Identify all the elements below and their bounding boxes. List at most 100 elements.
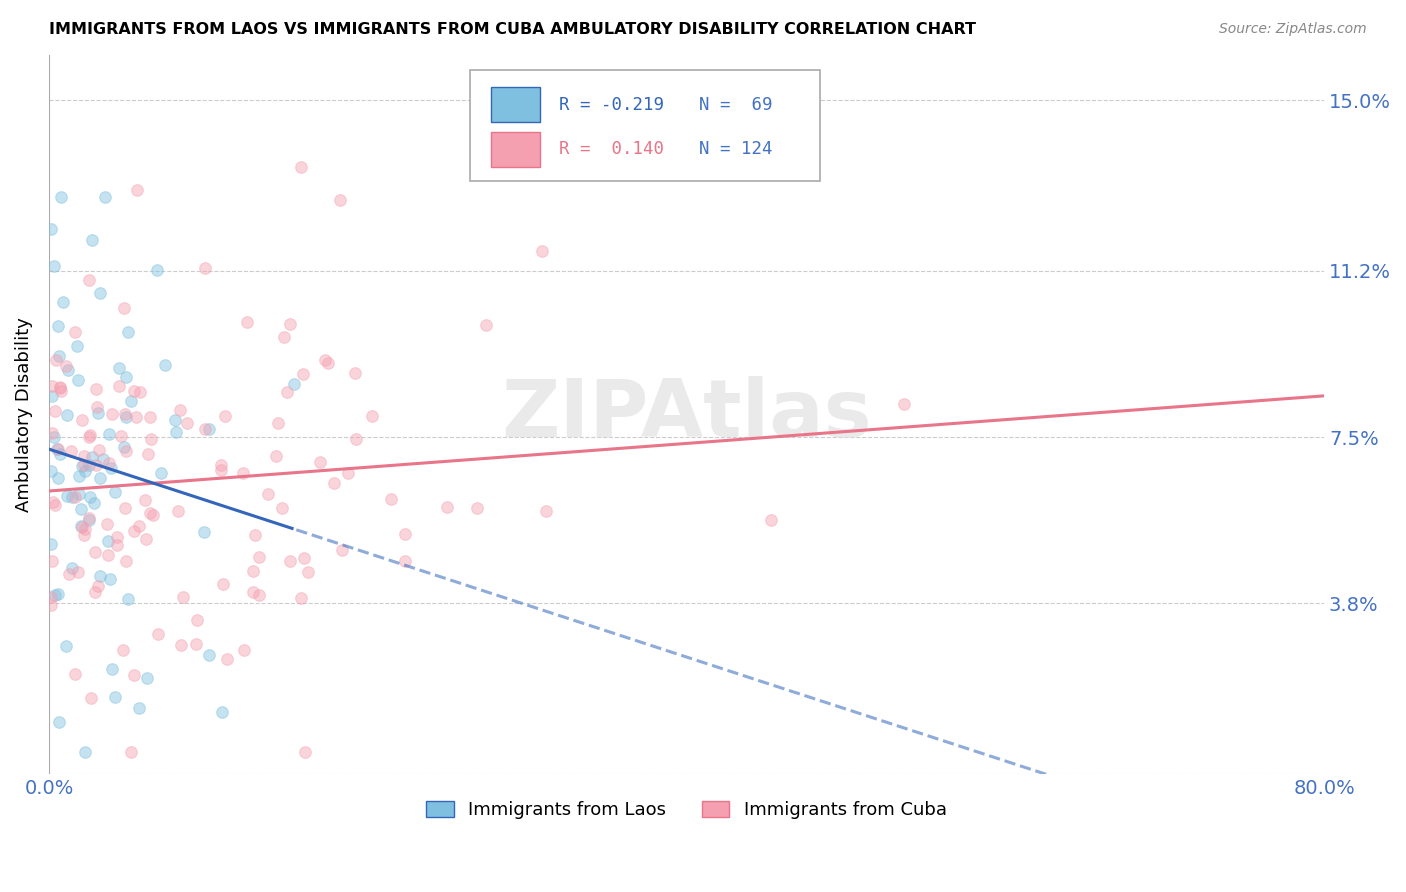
Point (82, 450, 104, 465)
Text: R = -0.219: R = -0.219 (560, 95, 664, 114)
Point (290, 591, 312, 605)
Point (114, 407, 136, 421)
Point (232, 466, 254, 480)
Point (135, 532, 157, 546)
Point (84, 382, 107, 396)
FancyBboxPatch shape (492, 132, 540, 167)
Point (70, 518, 93, 533)
Point (136, 671, 159, 685)
Point (322, 476, 344, 491)
Point (194, 260, 217, 275)
Point (48, 349, 70, 363)
Point (242, 584, 264, 599)
Point (49, 190, 72, 204)
Point (86, 400, 108, 414)
Point (394, 527, 416, 541)
Point (115, 410, 138, 425)
Point (186, 636, 208, 650)
Point (52, 295, 75, 310)
Point (108, 361, 131, 376)
Point (114, 501, 136, 516)
Point (329, 193, 352, 207)
Point (101, 407, 124, 421)
Point (114, 554, 136, 568)
Point (111, 643, 134, 657)
Point (170, 638, 193, 652)
Point (44, 404, 66, 418)
Point (46, 318, 69, 333)
Point (42, 430, 65, 444)
Point (278, 554, 301, 568)
Point (115, 370, 138, 384)
Point (214, 409, 236, 424)
Point (77, 273, 100, 287)
Point (98, 427, 121, 442)
Point (55, 359, 77, 374)
Point (243, 528, 266, 542)
Point (75, 745, 97, 759)
Point (104, 690, 127, 704)
Point (283, 376, 305, 391)
Point (193, 524, 215, 539)
Point (122, 667, 145, 681)
Point (79, 511, 101, 525)
Point (169, 403, 191, 417)
Point (273, 329, 295, 343)
Point (165, 425, 187, 439)
Point (232, 643, 254, 657)
Point (128, 700, 150, 714)
Point (56, 408, 79, 422)
Point (41, 425, 63, 440)
Text: N = 124: N = 124 (699, 140, 773, 158)
Point (112, 440, 135, 454)
Point (114, 443, 136, 458)
Point (60, 561, 83, 575)
Point (66, 339, 89, 353)
Point (70, 458, 93, 473)
Point (72, 527, 94, 541)
Point (63, 490, 86, 504)
Point (80, 691, 103, 706)
Point (343, 366, 366, 380)
Point (110, 429, 132, 443)
Point (86, 579, 108, 593)
Point (46, 442, 69, 456)
Point (278, 318, 301, 332)
Point (89, 471, 111, 485)
Point (67, 486, 90, 500)
Point (89, 443, 111, 458)
Point (97, 534, 120, 549)
Point (44, 588, 66, 602)
Point (153, 358, 176, 372)
Point (128, 518, 150, 533)
Point (51, 384, 73, 398)
Point (63, 667, 86, 681)
Point (257, 486, 280, 500)
Point (124, 410, 146, 425)
Point (56, 489, 79, 503)
Text: IMMIGRANTS FROM LAOS VS IMMIGRANTS FROM CUBA AMBULATORY DISABILITY CORRELATION C: IMMIGRANTS FROM LAOS VS IMMIGRANTS FROM … (49, 22, 976, 37)
Point (83, 584, 105, 599)
Point (167, 504, 190, 518)
Point (84, 458, 107, 472)
Point (77, 458, 100, 472)
Point (45, 442, 67, 456)
Point (139, 410, 162, 425)
Point (759, 513, 782, 527)
Point (163, 412, 186, 426)
Point (394, 553, 416, 567)
Point (65, 325, 87, 339)
Point (112, 301, 135, 315)
Point (105, 530, 128, 544)
Point (149, 466, 172, 480)
Point (314, 353, 336, 368)
Point (73, 522, 96, 536)
Point (267, 416, 290, 430)
Point (172, 590, 194, 604)
Point (122, 524, 145, 539)
Point (82, 233, 104, 247)
Point (39, 464, 62, 478)
Point (91, 452, 114, 467)
Point (44, 259, 66, 273)
Point (108, 379, 131, 393)
